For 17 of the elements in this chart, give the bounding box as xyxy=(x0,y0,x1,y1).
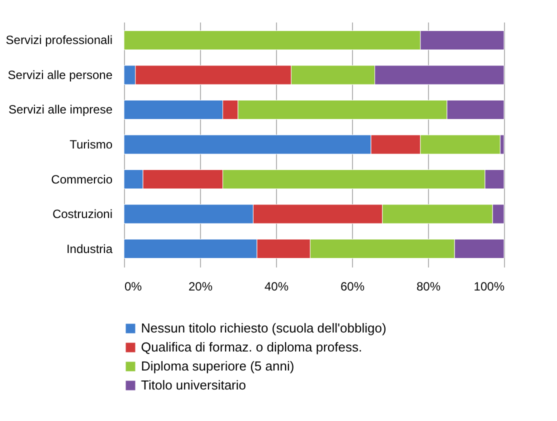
y-tick-label: Servizi alle imprese xyxy=(8,102,113,117)
x-tick-label: 80% xyxy=(416,280,441,294)
x-tick-label: 60% xyxy=(340,280,365,294)
y-tick-label: Commercio xyxy=(51,172,113,186)
legend-label: Qualifica di formaz. o diploma profess. xyxy=(141,340,362,354)
legend-label: Nessun titolo richiesto (scuola dell'obbligo) xyxy=(141,320,386,336)
x-tick-label: 20% xyxy=(188,280,213,294)
y-tick-label: Servizi professionali xyxy=(6,33,112,48)
y-tick-label: Turismo xyxy=(70,138,113,152)
y-tick-label: Servizi alle persone xyxy=(8,68,113,82)
x-tick-label: 0% xyxy=(124,280,142,294)
y-tick-label: Costruzioni xyxy=(52,207,112,222)
x-tick-label: 100% xyxy=(474,280,505,294)
legend-label: Titolo universitario xyxy=(141,378,246,392)
x-tick-label: 40% xyxy=(264,280,289,294)
legend-label: Diploma superiore (5 anni) xyxy=(141,358,294,374)
y-tick-label: Industria xyxy=(66,242,113,256)
